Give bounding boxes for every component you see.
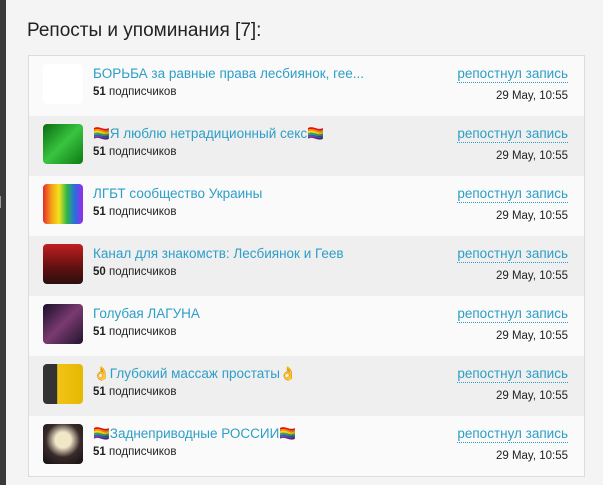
subscribers-count: 50 подписчиков [93, 266, 176, 278]
count-value: 51 [93, 146, 106, 158]
repost-link[interactable]: репостнул запись [457, 126, 568, 143]
list-item: 👌Глубокий массаж простаты👌 51 подписчико… [29, 356, 584, 416]
group-name-link[interactable]: Канал для знакомств: Лесбиянок и Геев [93, 246, 344, 261]
group-name-link[interactable]: Голубая ЛАГУНА [93, 306, 200, 321]
group-avatar[interactable] [43, 424, 83, 464]
subscribers-count: 51 подписчиков [93, 446, 176, 458]
group-avatar[interactable] [43, 124, 83, 164]
subs-label: подписчиков [109, 386, 177, 398]
repost-link[interactable]: репостнул запись [457, 186, 568, 203]
repost-link[interactable]: репостнул запись [457, 426, 568, 443]
subs-label: подписчиков [109, 446, 177, 458]
count-value: 50 [93, 266, 106, 278]
group-name-link[interactable]: 🏳️‍🌈Я люблю нетрадиционный секс🏳️‍🌈 [93, 126, 324, 141]
repost-date: 29 May, 10:55 [495, 330, 568, 342]
list-item: Канал для знакомств: Лесбиянок и Геев 50… [29, 236, 584, 296]
subscribers-count: 51 подписчиков [93, 146, 176, 158]
count-value: 51 [93, 386, 106, 398]
count-value: 51 [93, 206, 106, 218]
group-name-link[interactable]: ЛГБТ сообщество Украины [93, 186, 263, 201]
group-avatar[interactable] [43, 184, 83, 224]
list-item: ЛГБТ сообщество Украины 51 подписчиков р… [29, 176, 584, 236]
list-item: 🏳️‍🌈Заднеприводные РОССИИ🏳️‍🌈 51 подписч… [29, 416, 584, 476]
reposts-list: БОРЬБА за равные права лесбиянок, гее...… [28, 55, 585, 477]
group-name-link[interactable]: 👌Глубокий массаж простаты👌 [93, 366, 297, 381]
repost-link[interactable]: репостнул запись [457, 66, 568, 83]
list-item: Голубая ЛАГУНА 51 подписчиков репостнул … [29, 296, 584, 356]
group-name-link[interactable]: 🏳️‍🌈Заднеприводные РОССИИ🏳️‍🌈 [93, 426, 297, 441]
group-avatar[interactable] [43, 304, 83, 344]
subscribers-count: 51 подписчиков [93, 206, 176, 218]
subs-label: подписчиков [109, 266, 177, 278]
subscribers-count: 51 подписчиков [93, 326, 176, 338]
group-name-link[interactable]: БОРЬБА за равные права лесбиянок, гее... [93, 66, 365, 81]
subs-label: подписчиков [109, 206, 177, 218]
count-value: 51 [93, 86, 106, 98]
section-title: Репосты и упоминания [7]: [27, 20, 262, 41]
repost-link[interactable]: репостнул запись [457, 246, 568, 263]
repost-date: 29 May, 10:55 [495, 390, 568, 402]
subscribers-count: 51 подписчиков [93, 86, 176, 98]
count-value: 51 [93, 446, 106, 458]
subs-label: подписчиков [109, 86, 177, 98]
edge-mark [0, 196, 4, 208]
window-edge [0, 0, 6, 485]
repost-date: 29 May, 10:55 [495, 450, 568, 462]
count-value: 51 [93, 326, 106, 338]
list-item: 🏳️‍🌈Я люблю нетрадиционный секс🏳️‍🌈 51 п… [29, 116, 584, 176]
list-item: БОРЬБА за равные права лесбиянок, гее...… [29, 56, 584, 116]
group-avatar[interactable] [43, 64, 83, 104]
repost-date: 29 May, 10:55 [495, 150, 568, 162]
subs-label: подписчиков [109, 326, 177, 338]
repost-date: 29 May, 10:55 [495, 90, 568, 102]
repost-link[interactable]: репостнул запись [457, 366, 568, 383]
subs-label: подписчиков [109, 146, 177, 158]
group-avatar[interactable] [43, 244, 83, 284]
repost-link[interactable]: репостнул запись [457, 306, 568, 323]
repost-date: 29 May, 10:55 [495, 270, 568, 282]
repost-date: 29 May, 10:55 [495, 210, 568, 222]
subscribers-count: 51 подписчиков [93, 386, 176, 398]
group-avatar[interactable] [43, 364, 83, 404]
